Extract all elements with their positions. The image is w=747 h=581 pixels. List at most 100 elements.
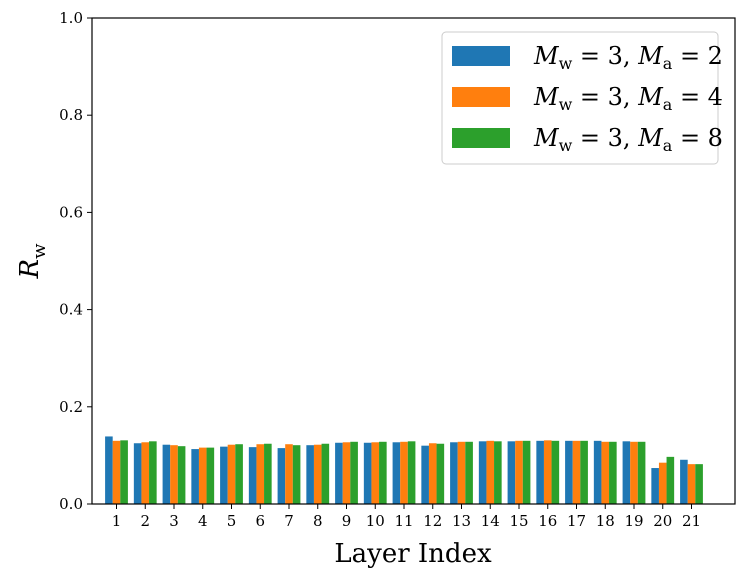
- bar-layer-1-series-1: [105, 436, 113, 504]
- bar-layer-21-series-3: [695, 464, 703, 504]
- bar-layer-13-series-1: [450, 442, 458, 504]
- x-tick-label: 3: [169, 512, 179, 530]
- bar-layer-9-series-1: [335, 443, 343, 504]
- bar-layer-16-series-1: [536, 441, 544, 504]
- bar-layer-10-series-2: [371, 442, 379, 504]
- bar-layer-13-series-3: [465, 442, 473, 504]
- bar-layer-4-series-2: [199, 448, 207, 504]
- bar-layer-5-series-1: [220, 447, 228, 504]
- bar-layer-9-series-3: [350, 442, 358, 504]
- bar-layer-5-series-3: [235, 444, 243, 504]
- y-tick-label: 0.4: [59, 301, 83, 319]
- bar-layer-12-series-1: [421, 446, 429, 504]
- y-axis-title-main: R: [15, 259, 45, 280]
- bar-layer-4-series-3: [207, 448, 215, 504]
- bar-layer-12-series-3: [437, 444, 445, 504]
- x-axis-title: Layer Index: [334, 539, 492, 569]
- bar-layer-17-series-2: [573, 441, 581, 504]
- legend-label-part: = 3,: [572, 83, 638, 111]
- svg-text:Rw: Rw: [15, 243, 50, 280]
- bar-layer-3-series-2: [170, 445, 178, 504]
- x-tick-label: 10: [366, 512, 385, 530]
- y-tick-label: 1.0: [59, 9, 83, 27]
- legend-swatch: [452, 46, 510, 66]
- bar-layer-18-series-3: [609, 442, 617, 504]
- legend-label-part: w: [559, 95, 573, 114]
- x-tick-label: 2: [140, 512, 150, 530]
- bar-layer-3-series-3: [178, 446, 186, 504]
- bar-layer-14-series-2: [486, 441, 494, 504]
- legend-label-part: w: [559, 136, 573, 155]
- bar-layer-4-series-1: [191, 449, 199, 504]
- legend-label-part: = 8: [672, 124, 723, 152]
- x-tick-label: 18: [596, 512, 615, 530]
- bar-layer-13-series-2: [458, 442, 466, 504]
- bar-layer-12-series-2: [429, 443, 437, 504]
- bar-layer-6-series-1: [249, 447, 257, 504]
- y-tick-label: 0.6: [59, 203, 83, 221]
- legend-label-part: = 3,: [572, 42, 638, 70]
- bar-layer-11-series-1: [393, 442, 401, 504]
- bar-layer-21-series-2: [688, 464, 696, 504]
- bar-layer-7-series-1: [278, 448, 286, 504]
- bar-layer-11-series-2: [400, 442, 408, 504]
- bar-layer-16-series-3: [552, 441, 560, 504]
- legend-label-part: M: [533, 42, 560, 70]
- bar-layer-2-series-1: [134, 443, 142, 504]
- x-tick-label: 16: [538, 512, 557, 530]
- x-tick-label: 6: [255, 512, 265, 530]
- bar-layer-17-series-1: [565, 441, 573, 504]
- bar-layer-19-series-3: [638, 442, 646, 504]
- x-tick-label: 12: [423, 512, 442, 530]
- bar-layer-6-series-2: [256, 444, 264, 504]
- legend-swatch: [452, 128, 510, 148]
- x-tick-label: 20: [653, 512, 672, 530]
- bar-layer-18-series-2: [601, 442, 609, 504]
- x-tick-label: 1: [112, 512, 122, 530]
- bar-layer-20-series-1: [651, 468, 659, 504]
- bar-layer-8-series-3: [322, 444, 330, 504]
- x-tick-label: 14: [481, 512, 500, 530]
- legend-label-part: a: [663, 54, 673, 73]
- y-axis: 0.0 0.2 0.4 0.6 0.8 1.0: [59, 9, 92, 513]
- bar-layer-6-series-3: [264, 444, 272, 504]
- x-tick-label: 15: [509, 512, 528, 530]
- bar-layer-19-series-2: [630, 442, 638, 504]
- bar-layer-15-series-2: [515, 441, 523, 504]
- x-tick-label: 4: [198, 512, 208, 530]
- bar-layer-16-series-2: [544, 440, 552, 504]
- bar-layer-1-series-2: [113, 441, 121, 504]
- legend-label-part: M: [637, 83, 664, 111]
- bar-layer-21-series-1: [680, 460, 688, 504]
- bar-layer-7-series-3: [293, 445, 301, 504]
- bar-layer-5-series-2: [228, 445, 236, 504]
- legend-swatch: [452, 87, 510, 107]
- y-axis-title-sub: w: [29, 243, 50, 259]
- bar-layer-7-series-2: [285, 444, 293, 504]
- bar-layer-15-series-1: [508, 441, 516, 504]
- x-tick-label: 21: [682, 512, 701, 530]
- bar-layer-10-series-1: [364, 443, 372, 504]
- legend-label-part: = 3,: [572, 124, 638, 152]
- x-tick-label: 8: [313, 512, 323, 530]
- y-tick-label: 0.8: [59, 106, 83, 124]
- legend-label-part: M: [533, 124, 560, 152]
- bar-layer-11-series-3: [408, 441, 416, 504]
- bar-layer-2-series-3: [149, 441, 157, 504]
- legend-label-part: w: [559, 54, 573, 73]
- bar-layer-19-series-1: [623, 441, 631, 504]
- legend-label-part: = 4: [672, 83, 723, 111]
- bars-group: [105, 436, 703, 504]
- bar-layer-20-series-2: [659, 463, 667, 504]
- legend-label-part: = 2: [672, 42, 723, 70]
- bar-layer-1-series-3: [120, 440, 128, 504]
- x-tick-label: 11: [394, 512, 413, 530]
- x-tick-label: 17: [567, 512, 586, 530]
- y-tick-label: 0.0: [59, 495, 83, 513]
- x-tick-label: 7: [284, 512, 294, 530]
- bar-layer-2-series-2: [141, 442, 149, 504]
- bar-layer-18-series-1: [594, 441, 602, 504]
- bar-layer-3-series-1: [163, 445, 171, 504]
- bar-layer-10-series-3: [379, 442, 387, 504]
